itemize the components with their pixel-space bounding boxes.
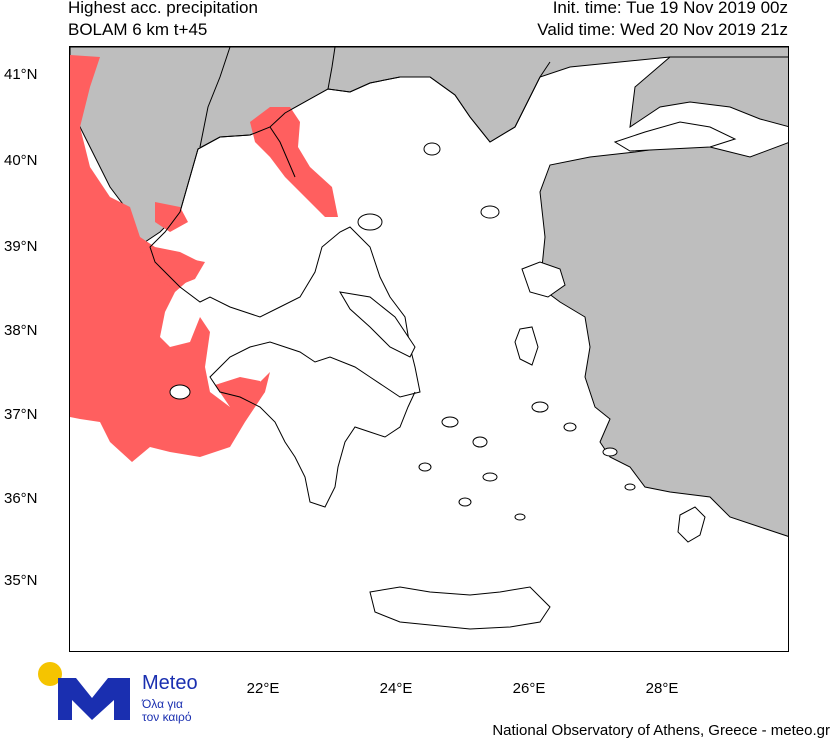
precipitation-area-north <box>250 107 338 217</box>
lon-label-28: 28°E <box>645 680 679 697</box>
lon-label-22: 22°E <box>246 680 280 697</box>
lat-label-37: 37°N <box>4 406 38 423</box>
init-time-label: Init. time: Tue 19 Nov 2019 00z <box>552 0 788 17</box>
anatolia-landmass <box>539 56 788 537</box>
rhodes-island <box>677 506 706 543</box>
lat-label-35: 35°N <box>4 572 38 589</box>
marmara-sea <box>613 121 737 152</box>
crete-island <box>369 586 551 630</box>
lon-label-24: 24°E <box>379 680 413 697</box>
logo-sun-icon <box>38 662 62 686</box>
logo-tagline-2: τον καιρό <box>142 710 192 724</box>
lesvos-island <box>521 261 566 298</box>
logo-m-icon <box>58 678 130 720</box>
evia-island <box>339 291 416 358</box>
precipitation-area-peloponnese <box>215 377 265 407</box>
lon-label-26: 26°E <box>512 680 546 697</box>
precipitation-area-corfu-strait <box>140 252 205 287</box>
lat-label-40: 40°N <box>4 152 38 169</box>
national-border <box>199 47 336 178</box>
lat-label-38: 38°N <box>4 322 38 339</box>
credit-footer: National Observatory of Athens, Greece -… <box>492 722 830 739</box>
lat-label-41: 41°N <box>4 66 38 83</box>
precipitation-area-epirus <box>155 202 188 232</box>
meteo-logo <box>38 662 130 720</box>
cyclades-islands <box>169 142 636 521</box>
chios-island <box>514 326 539 366</box>
lat-label-39: 39°N <box>4 238 38 255</box>
model-run-label: BOLAM 6 km t+45 <box>68 20 208 39</box>
precipitation-map <box>69 46 789 652</box>
logo-name: Meteo <box>142 672 198 694</box>
logo-tagline-1: Όλα για <box>142 697 183 711</box>
map-canvas <box>70 47 788 630</box>
greece-coastline <box>149 61 551 508</box>
map-title: Highest acc. precipitation <box>68 0 258 17</box>
valid-time-label: Valid time: Wed 20 Nov 2019 21z <box>537 20 788 39</box>
lat-label-36: 36°N <box>4 490 38 507</box>
